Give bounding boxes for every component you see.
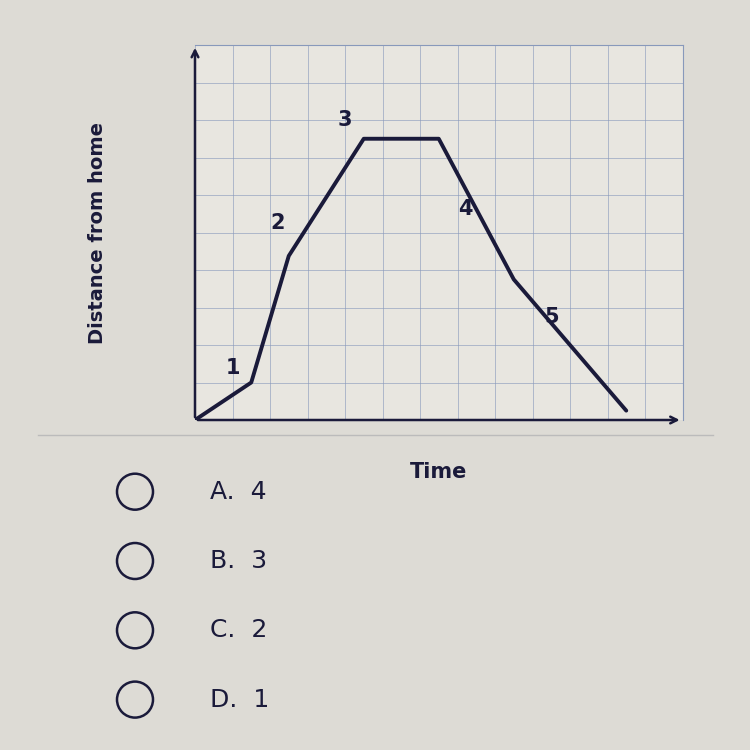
Text: Time: Time	[410, 462, 467, 482]
Text: 5: 5	[544, 307, 559, 327]
Text: 2: 2	[270, 213, 285, 233]
Text: 3: 3	[338, 110, 352, 130]
Text: B.  3: B. 3	[210, 549, 267, 573]
Text: Distance from home: Distance from home	[88, 122, 107, 344]
Text: C.  2: C. 2	[210, 618, 267, 642]
Text: A.  4: A. 4	[210, 480, 267, 504]
Text: 1: 1	[225, 358, 240, 379]
Text: 4: 4	[458, 199, 472, 219]
Text: D.  1: D. 1	[210, 688, 269, 712]
